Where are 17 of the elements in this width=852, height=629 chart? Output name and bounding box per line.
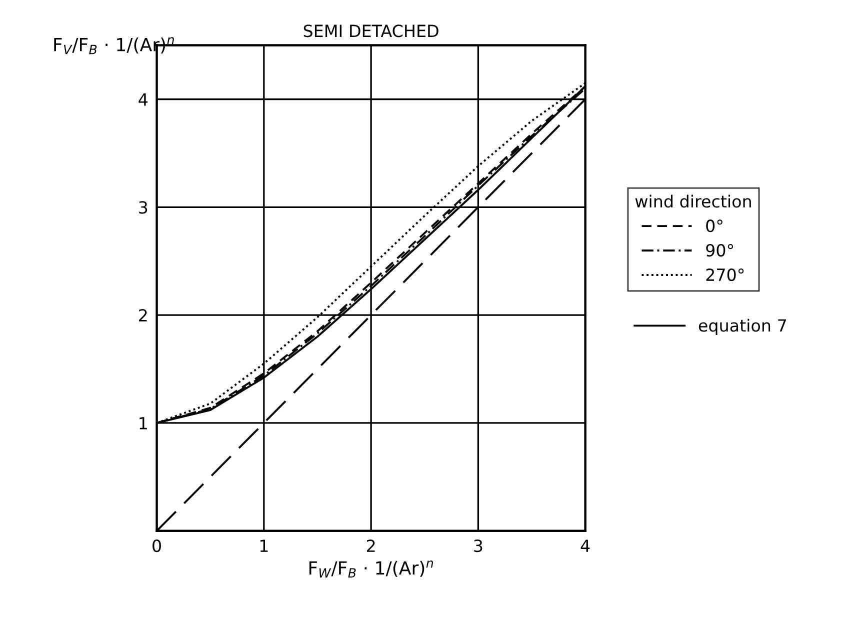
y-axis-title: F$_{V}$/F$_{B}$ · 1/(Ar)$^{n}$ (54, 37, 174, 54)
legend-label: equation 7 (698, 318, 786, 335)
legend-title: wind direction (635, 194, 751, 208)
x-tick-label: 4 (580, 540, 590, 552)
x-axis-title: F$_{W}$/F$_{B}$ · 1/(Ar)$^{n}$ (309, 560, 434, 578)
x-tick-label: 1 (260, 540, 268, 552)
legend-label: 0° (706, 220, 722, 232)
legend-label: 90° (706, 244, 734, 257)
x-tick-label: 2 (366, 540, 375, 552)
legend-label: 270° (706, 268, 744, 282)
x-tick-label: 3 (474, 540, 482, 552)
y-tick-label: 4 (138, 93, 148, 106)
x-tick-label: 0 (152, 540, 161, 552)
y-tick-label: 3 (139, 201, 148, 214)
chart-title: SEMI DETACHED (304, 24, 438, 38)
y-tick-label: 1 (140, 417, 147, 430)
y-tick-label: 2 (139, 309, 147, 322)
